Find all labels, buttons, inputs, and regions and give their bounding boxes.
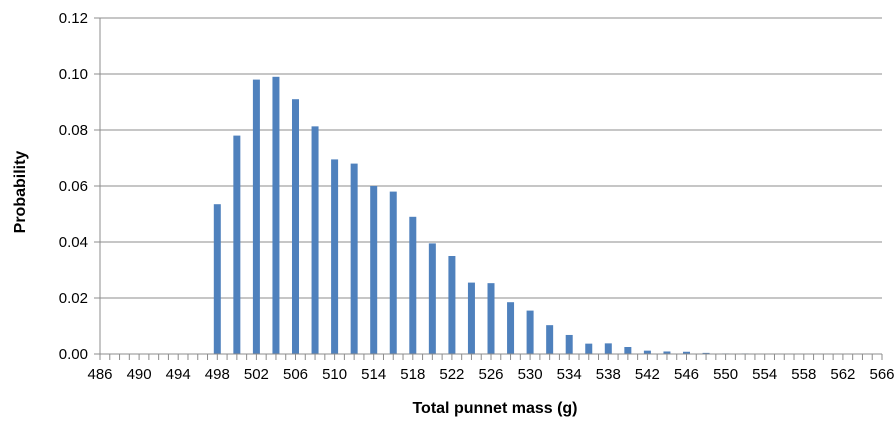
bar-544	[663, 351, 671, 354]
axes	[94, 17, 883, 360]
bar-518	[409, 216, 417, 354]
x-tick-label-542: 542	[635, 366, 660, 383]
x-tick-label-550: 550	[713, 366, 738, 383]
gridlines	[100, 17, 882, 299]
bar-512	[350, 163, 358, 354]
bar-542	[643, 350, 651, 354]
y-tick-label-3: 0.06	[59, 178, 88, 195]
bar-546	[683, 351, 690, 354]
x-tick-label-522: 522	[439, 366, 464, 383]
x-tick-label-558: 558	[791, 366, 816, 383]
x-tick-label-490: 490	[127, 366, 152, 383]
bar-516	[389, 191, 397, 354]
bar-524	[467, 282, 475, 354]
y-tick-label-0: 0.00	[59, 346, 88, 363]
x-tick-label-498: 498	[205, 366, 230, 383]
x-tick-label-510: 510	[322, 366, 347, 383]
bar-504	[272, 76, 280, 355]
bar-534	[565, 334, 573, 354]
bar-528	[507, 302, 515, 354]
x-tick-label-526: 526	[478, 366, 503, 383]
x-tick-label-546: 546	[674, 366, 699, 383]
x-axis-title: Total punnet mass (g)	[412, 400, 577, 417]
bar-532	[546, 325, 554, 354]
bar-520	[428, 243, 436, 354]
bar-522	[448, 256, 456, 354]
bar-538	[604, 343, 612, 354]
x-tick-label-554: 554	[752, 366, 777, 383]
bar-530	[526, 310, 534, 354]
bar-508	[311, 126, 319, 354]
x-tick-label-502: 502	[244, 366, 269, 383]
y-tick-label-1: 0.02	[59, 290, 88, 307]
y-tick-label-6: 0.12	[59, 10, 88, 27]
y-tick-labels: 0.00 0.02 0.04 0.06 0.08 0.10 0.12	[59, 10, 88, 363]
bar-514	[370, 186, 378, 354]
y-tick-label-2: 0.04	[59, 234, 88, 251]
x-tick-label-530: 530	[518, 366, 543, 383]
bar-540	[624, 347, 632, 354]
x-tick-label-534: 534	[557, 366, 582, 383]
bar-500	[233, 135, 241, 354]
bars	[213, 76, 749, 355]
bar-498	[213, 204, 221, 354]
x-tick-label-562: 562	[830, 366, 855, 383]
x-tick-label-566: 566	[869, 366, 894, 383]
bar-502	[252, 79, 260, 354]
x-tick-label-494: 494	[166, 366, 191, 383]
y-axis-title: Probability	[12, 151, 29, 234]
bar-548	[702, 352, 710, 354]
bar-526	[487, 283, 495, 354]
x-tick-label-538: 538	[596, 366, 621, 383]
x-tick-label-506: 506	[283, 366, 308, 383]
bar-536	[585, 343, 593, 354]
x-tick-label-514: 514	[361, 366, 386, 383]
x-tick-label-486: 486	[87, 366, 112, 383]
y-tick-label-4: 0.08	[59, 122, 88, 139]
y-tick-label-5: 0.10	[59, 66, 88, 83]
x-tick-label-518: 518	[400, 366, 425, 383]
bar-506	[292, 99, 299, 354]
bar-510	[331, 159, 339, 354]
x-tick-labels: 486 490 494 498 502 506 510 514 518 522 526 530 534 5…	[87, 366, 894, 383]
